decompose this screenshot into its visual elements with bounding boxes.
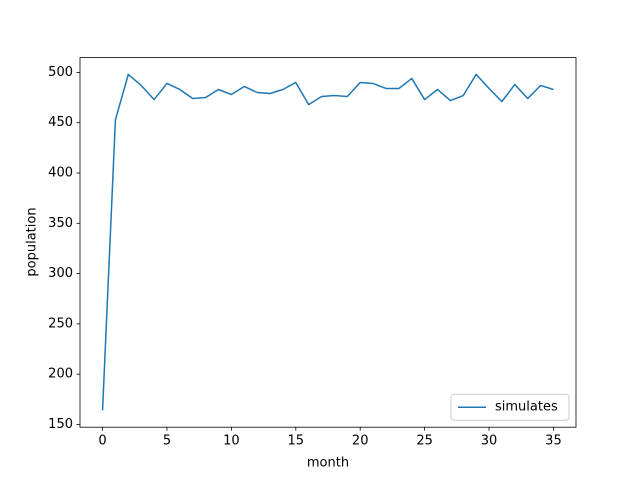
x-tick-label: 20 xyxy=(352,434,369,449)
y-tick-label: 250 xyxy=(48,316,73,331)
legend-label: simulates xyxy=(495,400,558,415)
x-tick-label: 30 xyxy=(481,434,498,449)
y-tick-label: 350 xyxy=(48,216,73,231)
y-axis-label: population xyxy=(25,207,40,276)
x-axis-label: month xyxy=(307,456,349,471)
x-tick-label: 0 xyxy=(98,434,106,449)
x-tick-label: 15 xyxy=(288,434,305,449)
legend-box xyxy=(450,393,570,421)
line-series xyxy=(101,73,554,411)
y-tick-label: 300 xyxy=(48,266,73,281)
y-tick-label: 200 xyxy=(48,367,73,382)
y-tick-label: 400 xyxy=(48,165,73,180)
x-tick-label: 25 xyxy=(416,434,433,449)
y-tick-label: 450 xyxy=(48,115,73,130)
x-tick-label: 10 xyxy=(223,434,240,449)
y-tick-label: 150 xyxy=(48,417,73,432)
x-tick-label: 35 xyxy=(545,434,562,449)
x-tick-label: 5 xyxy=(163,434,171,449)
plot-frame xyxy=(79,57,577,428)
y-tick-label: 500 xyxy=(48,65,73,80)
